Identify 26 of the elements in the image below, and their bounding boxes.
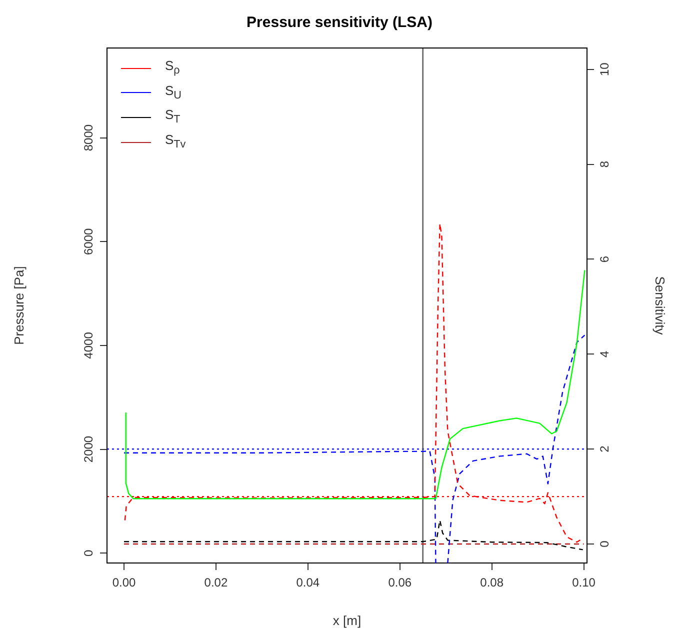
legend-label: S$_{ρ}$ bbox=[165, 57, 180, 79]
y2-tick-label: 8 bbox=[597, 160, 612, 168]
x-tick-label: 0.02 bbox=[204, 576, 228, 590]
y2-tick-label: 2 bbox=[597, 445, 612, 452]
y2-tick-label: 6 bbox=[597, 256, 612, 263]
y-tick-label: 0 bbox=[81, 549, 96, 556]
x-tick-label: 0.08 bbox=[480, 576, 504, 590]
line-series bbox=[123, 520, 584, 550]
x-tick-label: 0.06 bbox=[388, 576, 412, 590]
x-tick-label: 0.10 bbox=[572, 576, 596, 590]
y2-axis-title: Sensitivity bbox=[652, 276, 668, 336]
y-tick-label: 2000 bbox=[81, 436, 96, 463]
legend-label: S$_{Tv}$ bbox=[165, 130, 186, 152]
legend-label: S$_{T}$ bbox=[165, 106, 180, 128]
chart-title: Pressure sensitivity (LSA) bbox=[246, 14, 432, 32]
y2-tick-label: 4 bbox=[597, 350, 612, 358]
y-axis-title: Pressure [Pa] bbox=[11, 266, 26, 345]
y-tick-label: 8000 bbox=[81, 124, 96, 152]
x-tick-label: 0.04 bbox=[296, 576, 320, 590]
y-tick-label: 4000 bbox=[81, 332, 96, 359]
x-axis-title: x [m] bbox=[332, 612, 362, 628]
y-tick-label: 6000 bbox=[81, 228, 96, 255]
y2-tick-label: 10 bbox=[597, 62, 612, 76]
y2-tick-label: 0 bbox=[597, 540, 612, 548]
x-tick-label: 0.00 bbox=[112, 576, 136, 590]
legend-label: S$_{U}$ bbox=[165, 82, 182, 104]
